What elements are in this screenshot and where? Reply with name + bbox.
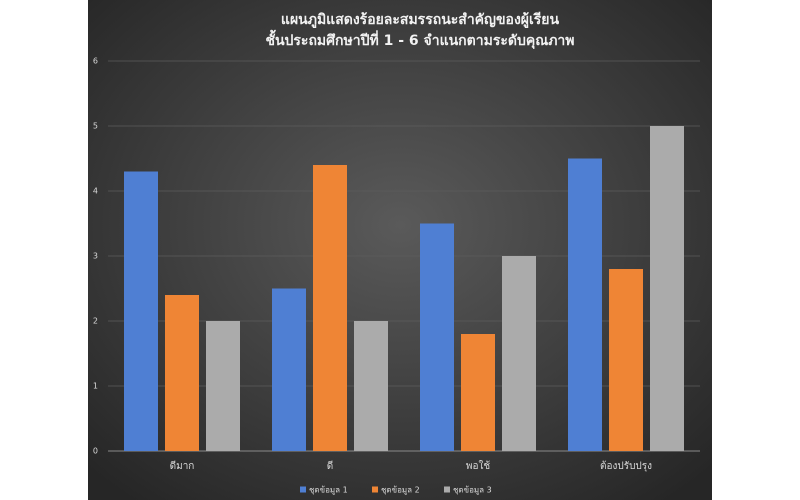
x-tick-label: ต้องปรับปรุง — [600, 460, 652, 472]
legend-swatch — [444, 486, 450, 493]
bar — [206, 321, 240, 451]
y-tick-label: 1 — [93, 382, 98, 391]
bar — [313, 165, 347, 451]
bar — [165, 295, 199, 451]
legend-label: ชุดข้อมูล 2 — [381, 486, 420, 496]
legend-label: ชุดข้อมูล 3 — [453, 486, 492, 496]
bar — [124, 171, 158, 451]
legend-label: ชุดข้อมูล 1 — [309, 486, 348, 496]
y-tick-label: 3 — [93, 252, 98, 261]
bar — [502, 256, 536, 451]
y-tick-label: 2 — [93, 317, 98, 326]
bar — [568, 158, 602, 451]
bar — [272, 288, 306, 451]
y-tick-label: 6 — [93, 57, 98, 66]
chart-title: แผนภูมิแสดงร้อยละสมรรถนะสำคัญของผู้เรียน — [281, 12, 560, 28]
legend-swatch — [300, 486, 306, 493]
y-tick-label: 4 — [93, 187, 98, 196]
bar — [609, 269, 643, 451]
y-tick-label: 5 — [93, 122, 98, 131]
bar — [420, 223, 454, 451]
x-tick-label: ดีมาก — [170, 460, 195, 472]
x-tick-label: พอใช้ — [466, 460, 490, 472]
y-tick-label: 0 — [93, 447, 98, 456]
legend-swatch — [372, 486, 378, 493]
x-tick-label: ดี — [327, 460, 334, 472]
bar — [354, 321, 388, 451]
bar — [650, 126, 684, 451]
bar — [461, 334, 495, 451]
chart-subtitle: ชั้นประถมศึกษาปีที่ 1 - 6 จำแนกตามระดับค… — [265, 29, 574, 49]
